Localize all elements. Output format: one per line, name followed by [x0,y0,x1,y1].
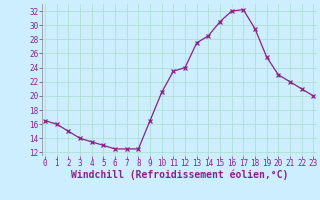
X-axis label: Windchill (Refroidissement éolien,°C): Windchill (Refroidissement éolien,°C) [70,169,288,180]
